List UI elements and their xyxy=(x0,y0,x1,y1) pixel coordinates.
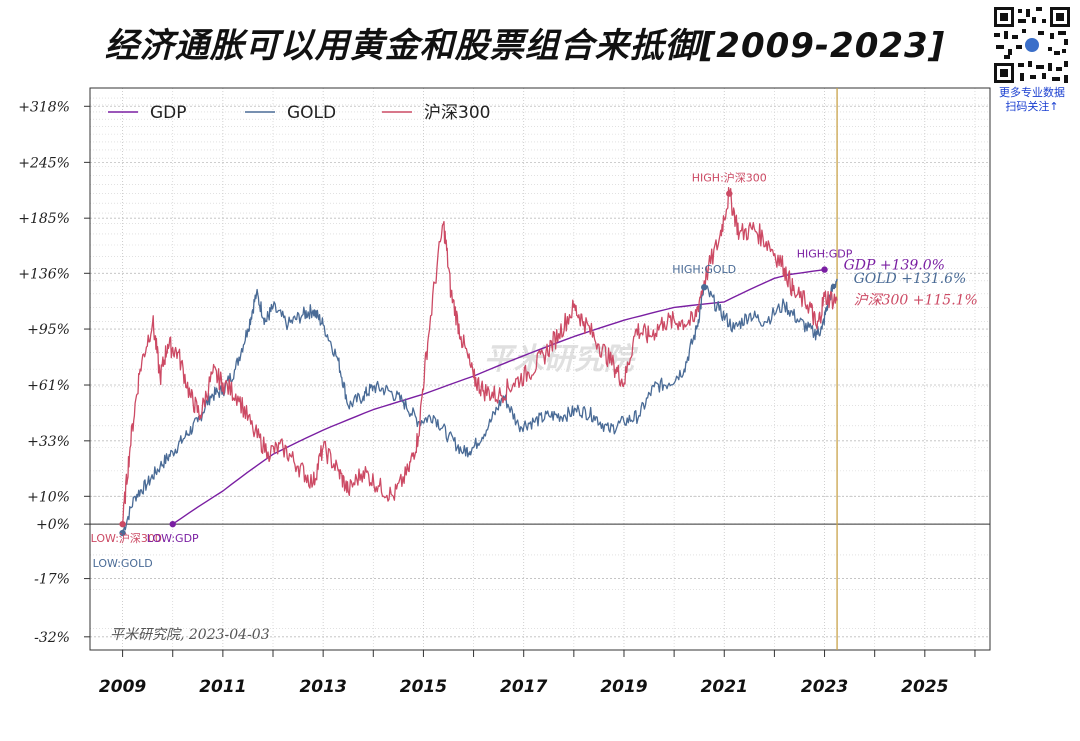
x-tick-label: 2023 xyxy=(801,677,848,697)
low-hs300-label: LOW:沪深300 xyxy=(91,531,162,545)
legend: GDP GOLD 沪深300 xyxy=(108,103,490,123)
x-tick-label: 2025 xyxy=(901,677,948,697)
axes: +318% +245% +185% +136% +95% +61% +33% +10% +0% -… xyxy=(18,87,991,697)
y-tick-label: +136% xyxy=(18,266,70,282)
y-tick-label: +0% xyxy=(36,517,70,533)
end-label-gold: GOLD +131.6% xyxy=(854,271,967,287)
grid-lines xyxy=(90,88,990,650)
x-tick-label: 2021 xyxy=(701,677,748,697)
high-gold-marker xyxy=(701,284,708,291)
low-gdp-label: LOW:GDP xyxy=(147,532,199,545)
plot-frame xyxy=(89,87,991,651)
legend-label-gdp: GDP xyxy=(150,103,187,123)
y-tick-label: +95% xyxy=(27,322,70,338)
series-hs300 xyxy=(121,186,838,525)
y-tick-label: -17% xyxy=(34,572,70,588)
high-gold-label: HIGH:GOLD xyxy=(672,263,736,276)
qr-code-graphic xyxy=(992,5,1072,85)
y-tick-label: +185% xyxy=(18,211,70,227)
x-tick-label: 2019 xyxy=(600,677,647,697)
high-hs300-label: HIGH:沪深300 xyxy=(692,171,767,185)
low-gdp-marker xyxy=(169,520,176,528)
low-gold-label: LOW:GOLD xyxy=(93,557,153,570)
y-tick-label: +245% xyxy=(18,155,70,171)
high-gdp-label: HIGH:GDP xyxy=(797,248,853,261)
series-gdp xyxy=(172,268,825,525)
qr-caption-line1: 更多专业数据 xyxy=(999,86,1065,99)
low-hs300-marker xyxy=(119,520,126,528)
y-tick-label: +33% xyxy=(27,434,70,450)
high-hs300-marker xyxy=(726,190,733,197)
credit-text: 平米研究院, 2023-04-03 xyxy=(110,627,270,643)
high-gdp-marker xyxy=(821,266,828,273)
end-label-hs300: 沪深300 +115.1% xyxy=(854,292,978,308)
legend-label-gold: GOLD xyxy=(287,103,336,123)
x-tick-label: 2015 xyxy=(400,677,447,697)
legend-label-hs300: 沪深300 xyxy=(424,103,490,123)
series-lines xyxy=(121,186,838,534)
low-gold-marker xyxy=(119,529,126,537)
qr-code xyxy=(992,5,1072,85)
y-tick-label: +10% xyxy=(27,489,70,505)
qr-caption-line2: 扫码关注↑ xyxy=(1005,100,1059,113)
x-tick-label: 2013 xyxy=(299,677,346,697)
chart-title: 经济通胀可以用黄金和股票组合来抵御[2009-2023] xyxy=(104,26,946,66)
y-tick-label: +61% xyxy=(27,378,70,394)
x-tick-label: 2017 xyxy=(500,677,547,697)
extreme-markers xyxy=(119,190,828,537)
x-tick-label: 2009 xyxy=(99,677,146,697)
x-tick-label: 2011 xyxy=(199,677,246,697)
annotations: LOW:沪深300 LOW:GDP LOW:GOLD HIGH:沪深300 HI… xyxy=(91,171,978,570)
end-label-gdp: GDP +139.0% xyxy=(844,258,945,274)
qr-caption: 更多专业数据 扫码关注↑ xyxy=(984,86,1080,114)
series-gold xyxy=(121,278,838,534)
y-tick-label: +318% xyxy=(18,99,70,115)
y-tick-label: -32% xyxy=(34,630,70,646)
